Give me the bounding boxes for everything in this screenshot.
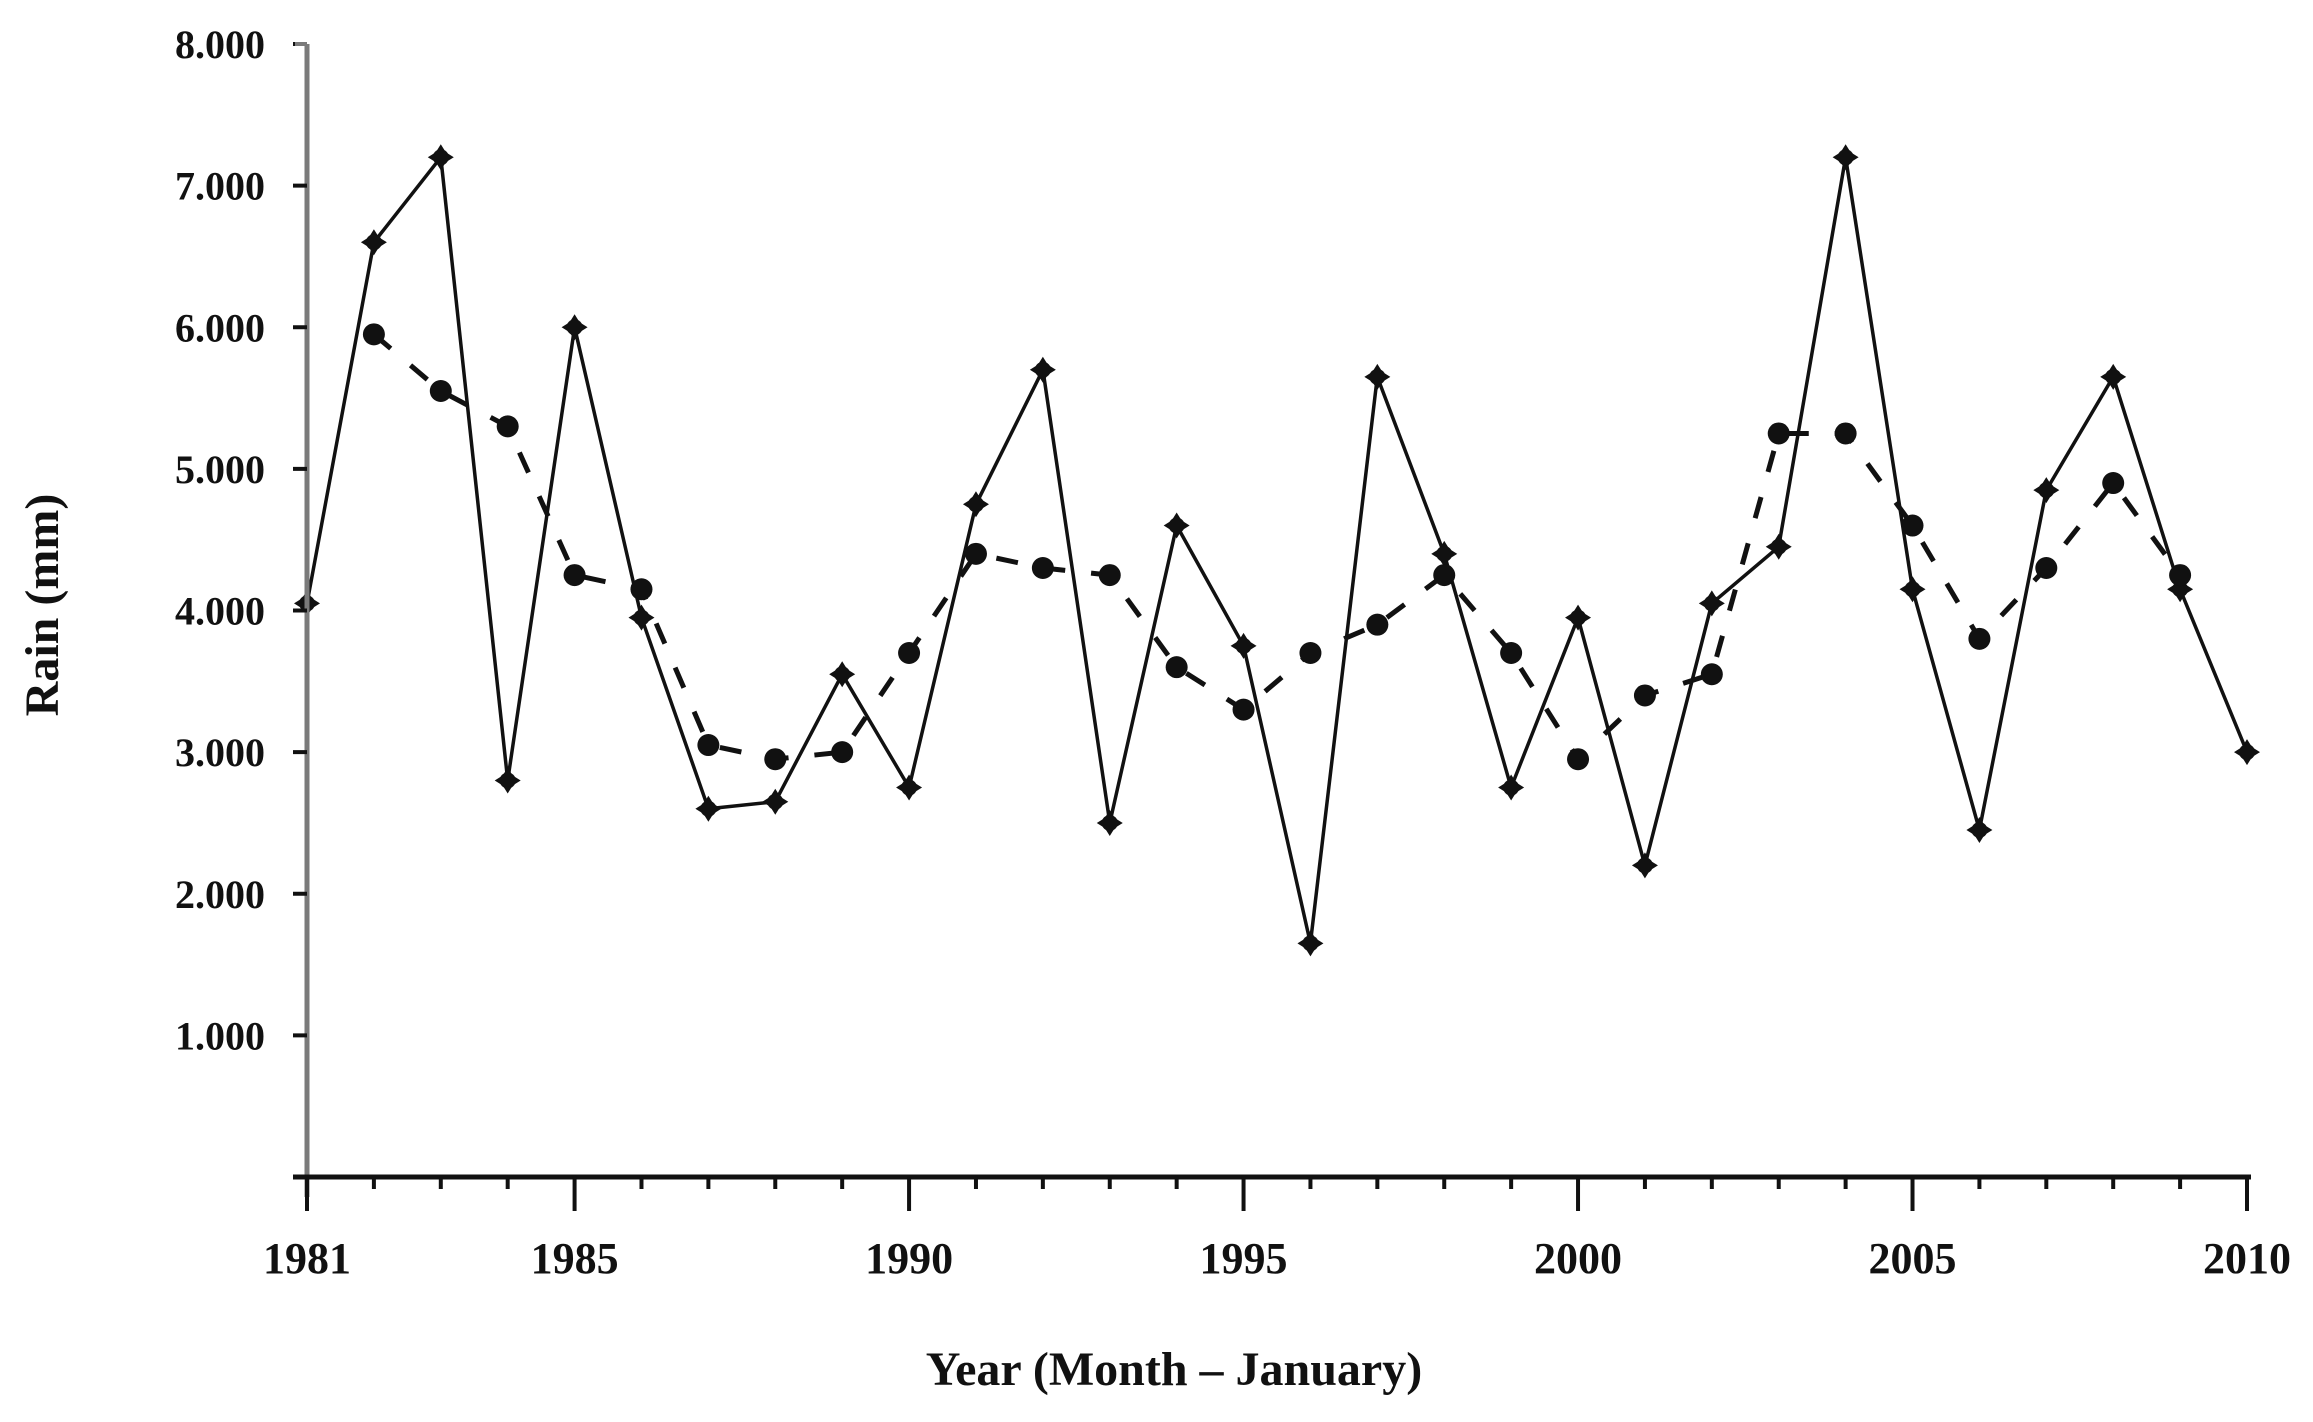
dashed-series (362, 323, 2192, 771)
data-point-marker (1098, 564, 1121, 587)
x-tick-label: 1990 (865, 1234, 953, 1283)
data-point-marker (1500, 641, 1523, 664)
data-point-marker (1299, 641, 1322, 664)
axes: 1.000 2.000 3.000 4.000 5.000 6.000 7.000 8.000… (175, 22, 2291, 1283)
y-tick-label: 4.000 (175, 589, 265, 634)
y-ticks: 1.000 2.000 3.000 4.000 5.000 6.000 7.000 8.000 (175, 22, 307, 1058)
solid-series (294, 144, 2260, 957)
data-point-marker (1767, 422, 1790, 445)
y-tick-label: 3.000 (175, 730, 265, 775)
data-point-marker (898, 641, 921, 664)
series-line (372, 332, 2183, 762)
y-tick-label: 7.000 (175, 164, 265, 209)
data-point-marker (697, 734, 720, 757)
x-tick-label: 2010 (2203, 1234, 2291, 1283)
series-line (305, 155, 2249, 946)
data-point-marker (1834, 422, 1857, 445)
data-point-marker (1700, 663, 1723, 686)
data-point-marker (1633, 684, 1656, 707)
data-point-marker (1968, 627, 1991, 650)
x-ticks: 1981 1985 1990 1995 2000 2005 2010 (263, 1177, 2291, 1283)
y-tick-label: 8.000 (175, 22, 265, 67)
data-point-marker (1901, 514, 1924, 537)
y-tick-label: 5.000 (175, 447, 265, 492)
x-axis-title: Year (Month – January) (926, 1343, 1422, 1396)
y-tick-label: 6.000 (175, 305, 265, 350)
x-tick-label: 1985 (531, 1234, 619, 1283)
data-point-marker (831, 741, 854, 764)
data-point-marker (1031, 557, 1054, 580)
data-point-marker (429, 379, 452, 402)
data-point-marker (630, 578, 653, 601)
y-tick-label: 1.000 (175, 1013, 265, 1058)
x-tick-label: 1981 (263, 1234, 351, 1283)
data-point-marker (964, 542, 987, 565)
data-point-marker (1567, 748, 1590, 771)
data-point-marker (496, 415, 519, 438)
y-axis-title: Rain (mm) (16, 494, 69, 717)
x-tick-label: 1995 (1200, 1234, 1288, 1283)
data-point-marker (362, 323, 385, 346)
data-point-marker (563, 564, 586, 587)
x-tick-label: 2005 (1869, 1234, 1957, 1283)
data-point-marker (2169, 564, 2192, 587)
plot-lines (294, 144, 2260, 957)
y-tick-label: 2.000 (175, 872, 265, 917)
x-tick-label: 2000 (1534, 1234, 1622, 1283)
data-point-marker (2102, 472, 2125, 495)
data-point-marker (2035, 557, 2058, 580)
data-point-marker (764, 748, 787, 771)
data-point-marker (1366, 613, 1389, 636)
data-point-marker (1433, 564, 1456, 587)
data-point-marker (1165, 656, 1188, 679)
data-point-marker (1232, 698, 1255, 721)
